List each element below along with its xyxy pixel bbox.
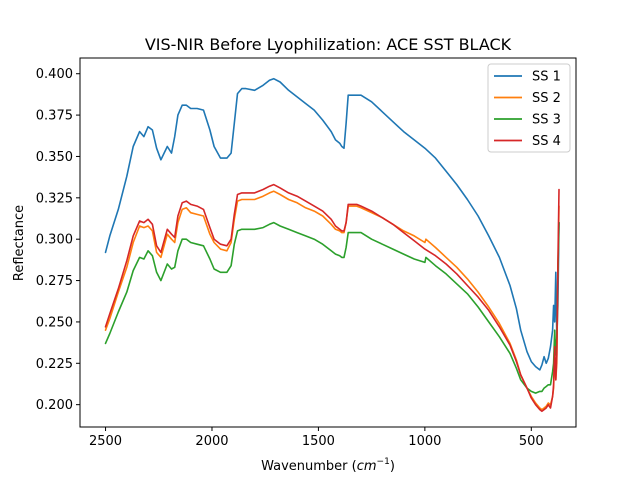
legend-label: SS 1 — [532, 70, 561, 85]
y-tick-label: 0.325 — [36, 191, 73, 206]
series-line-ss-1 — [104, 77, 560, 371]
plot-area — [79, 57, 577, 428]
y-tick-label: 0.250 — [36, 315, 73, 330]
series-line-ss-4 — [104, 183, 560, 413]
y-tick-label: 0.275 — [36, 274, 73, 289]
y-tick-label: 0.300 — [36, 233, 73, 248]
x-axis-label-math: cm — [357, 459, 377, 474]
y-tick-label: 0.400 — [36, 67, 73, 82]
legend: SS 1 SS 2 SS 3 SS 4 — [487, 63, 571, 153]
y-axis-label: Reflectance — [12, 205, 27, 281]
series-line-ss-3 — [104, 221, 560, 394]
axes-frame — [79, 57, 577, 428]
legend-label: SS 2 — [532, 91, 561, 106]
x-axis-label: Wavenumber (cm−1) — [261, 457, 395, 474]
y-tick-label: 0.225 — [36, 357, 73, 372]
x-tick-label: 2500 — [89, 434, 122, 449]
legend-label: SS 4 — [532, 134, 561, 149]
x-axis: 2500 2000 1500 1000 500 — [89, 427, 544, 449]
x-tick-label: 1500 — [302, 434, 335, 449]
x-axis-label-prefix: Wavenumber ( — [261, 459, 357, 474]
x-axis-label-superscript: −1 — [377, 457, 390, 467]
y-tick-label: 0.200 — [36, 398, 73, 413]
y-axis: 0.200 0.225 0.250 0.275 0.300 0.325 0.350 0.375… — [36, 67, 80, 413]
legend-box — [487, 63, 571, 153]
y-tick-label: 0.350 — [36, 150, 73, 165]
x-tick-label: 500 — [519, 434, 544, 449]
series-group — [104, 77, 560, 413]
legend-label: SS 3 — [532, 113, 561, 128]
x-tick-label: 2000 — [195, 434, 228, 449]
chart-title: VIS-NIR Before Lyophilization: ACE SST B… — [145, 35, 512, 54]
x-axis-label-suffix: ) — [390, 459, 395, 474]
legend-entries: SS 1 SS 2 SS 3 SS 4 — [494, 70, 561, 149]
x-tick-label: 1000 — [408, 434, 441, 449]
series-line-ss-2 — [104, 190, 560, 411]
y-tick-label: 0.375 — [36, 109, 73, 124]
